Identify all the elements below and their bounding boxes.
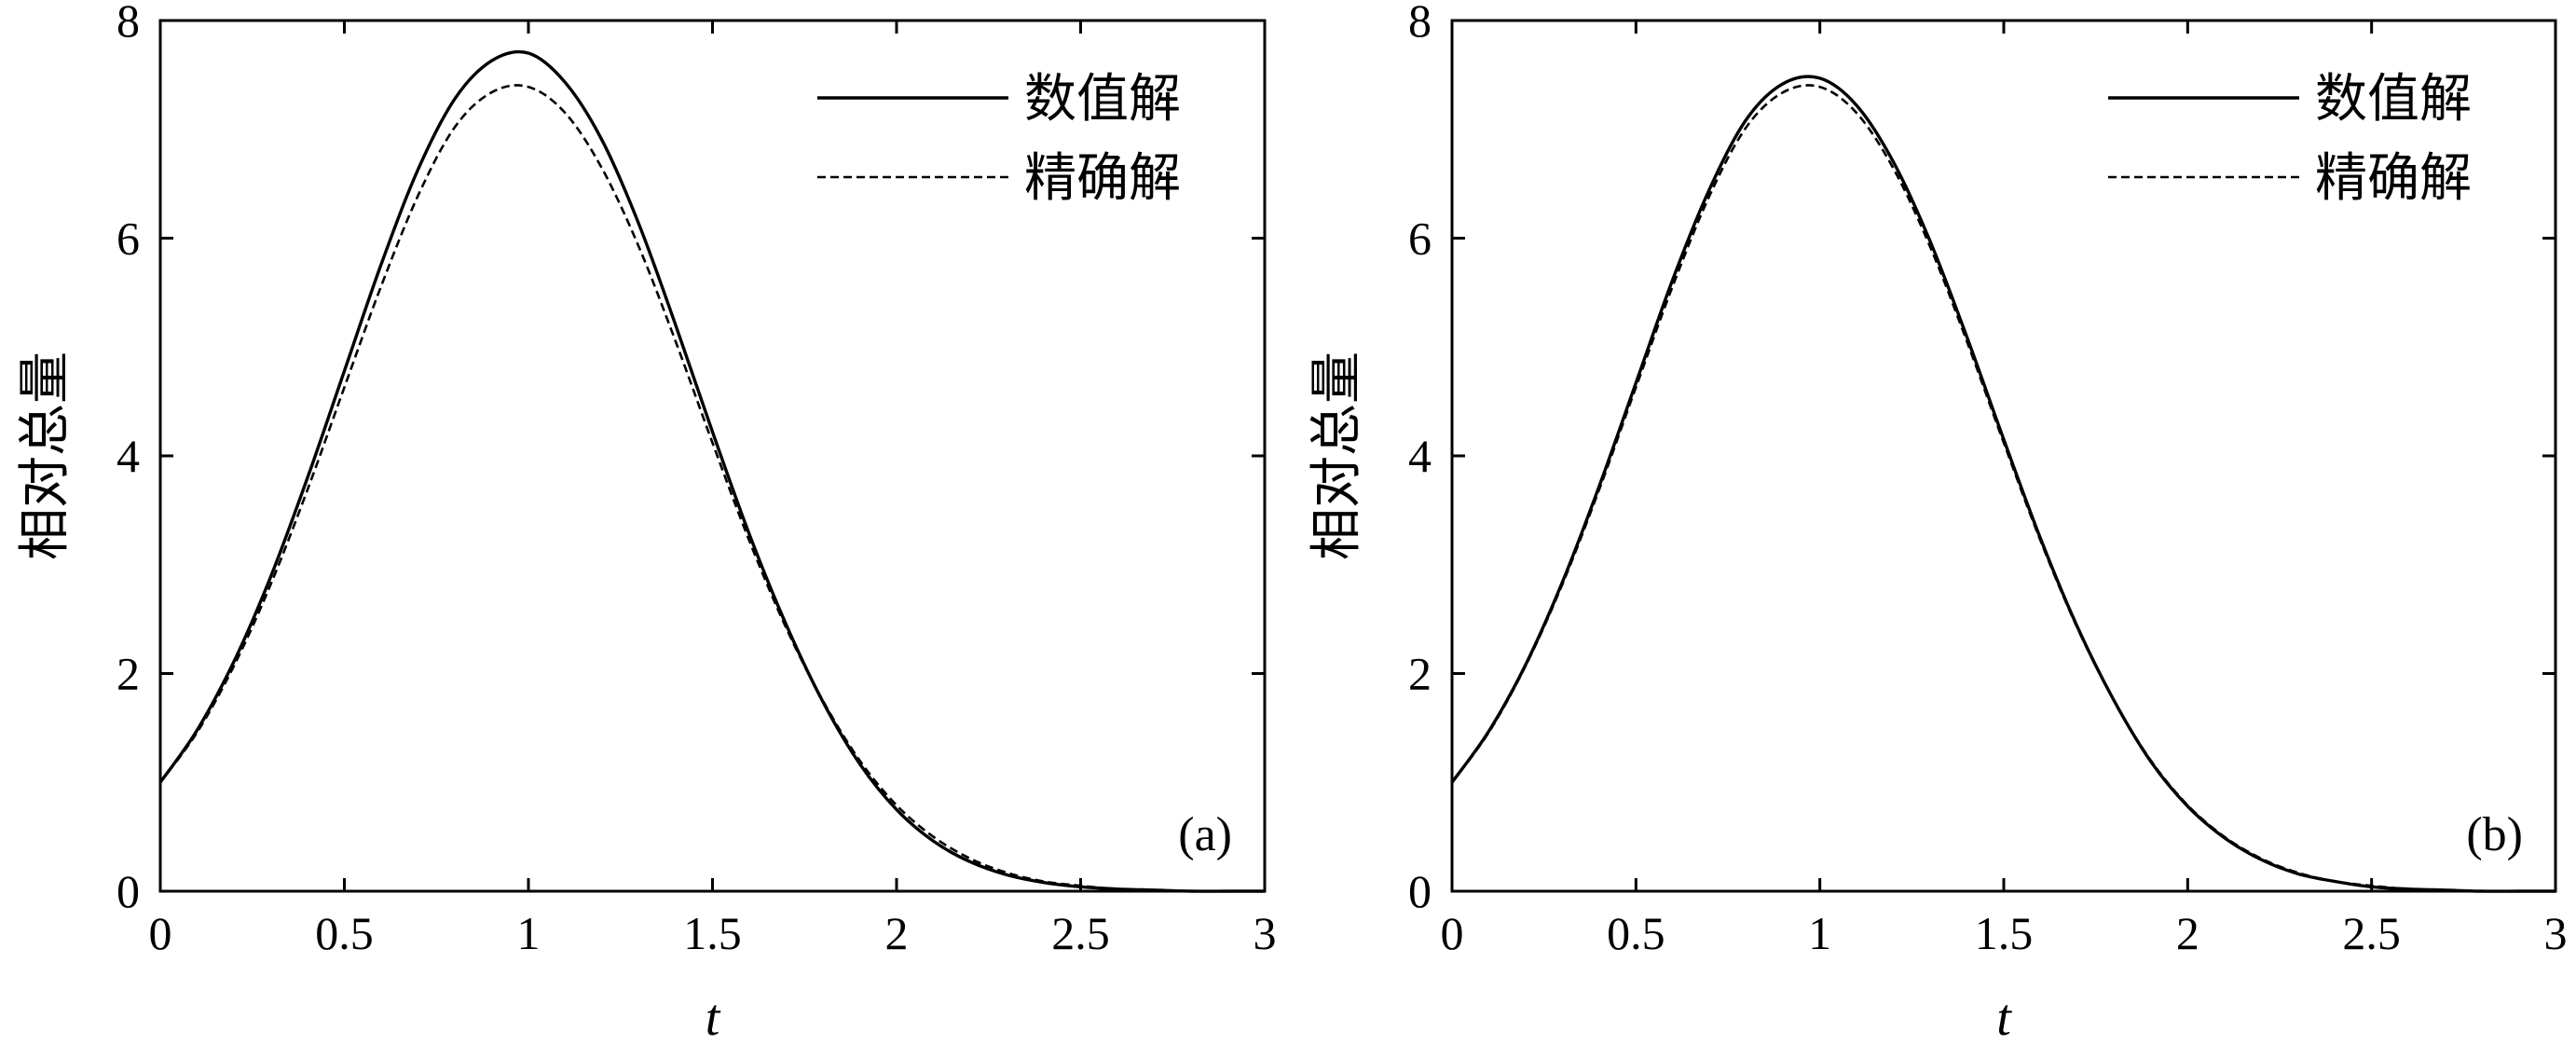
x-tick-label: 0 [1441, 907, 1464, 959]
legend-label: 精确解 [1024, 150, 1181, 208]
x-tick-label: 0.5 [1607, 907, 1665, 959]
y-tick-label: 2 [116, 648, 140, 700]
y-axis-label: 相对总量 [1309, 351, 1366, 560]
y-tick-label: 0 [1408, 865, 1432, 917]
x-tick-label: 0.5 [315, 907, 374, 959]
y-tick-label: 2 [1408, 648, 1432, 700]
series-line-numerical [158, 49, 1265, 893]
panel-label: (b) [2466, 808, 2523, 861]
y-axis-label: 相对总量 [17, 351, 75, 560]
y-tick-label: 6 [1408, 213, 1432, 265]
y-tick-label: 4 [1408, 430, 1432, 482]
y-tick-label: 8 [116, 0, 140, 47]
series-line-numerical [1450, 75, 2555, 893]
x-tick-label: 1 [1808, 907, 1831, 959]
x-tick-label: 0 [149, 907, 172, 959]
x-tick-label: 2 [885, 907, 909, 959]
series-line-exact [158, 84, 1265, 893]
x-tick-label: 3 [2544, 907, 2568, 959]
y-tick-label: 4 [116, 430, 140, 482]
x-tick-label: 2.5 [1051, 907, 1110, 959]
x-tick-label: 1.5 [683, 907, 742, 959]
legend-label: 精确解 [2315, 150, 2472, 208]
y-tick-label: 8 [1408, 0, 1432, 47]
x-axis-label: t [706, 989, 721, 1047]
panel-label: (a) [1178, 808, 1232, 861]
legend-label: 数值解 [1024, 71, 1181, 129]
y-tick-label: 0 [116, 865, 140, 917]
x-tick-label: 3 [1254, 907, 1277, 959]
x-tick-label: 1.5 [1975, 907, 2034, 959]
x-axis-label: t [1996, 989, 2012, 1047]
legend-label: 数值解 [2315, 71, 2472, 129]
x-tick-label: 2.5 [2342, 907, 2401, 959]
x-tick-label: 1 [517, 907, 541, 959]
y-tick-label: 6 [116, 213, 140, 265]
x-tick-label: 2 [2176, 907, 2199, 959]
